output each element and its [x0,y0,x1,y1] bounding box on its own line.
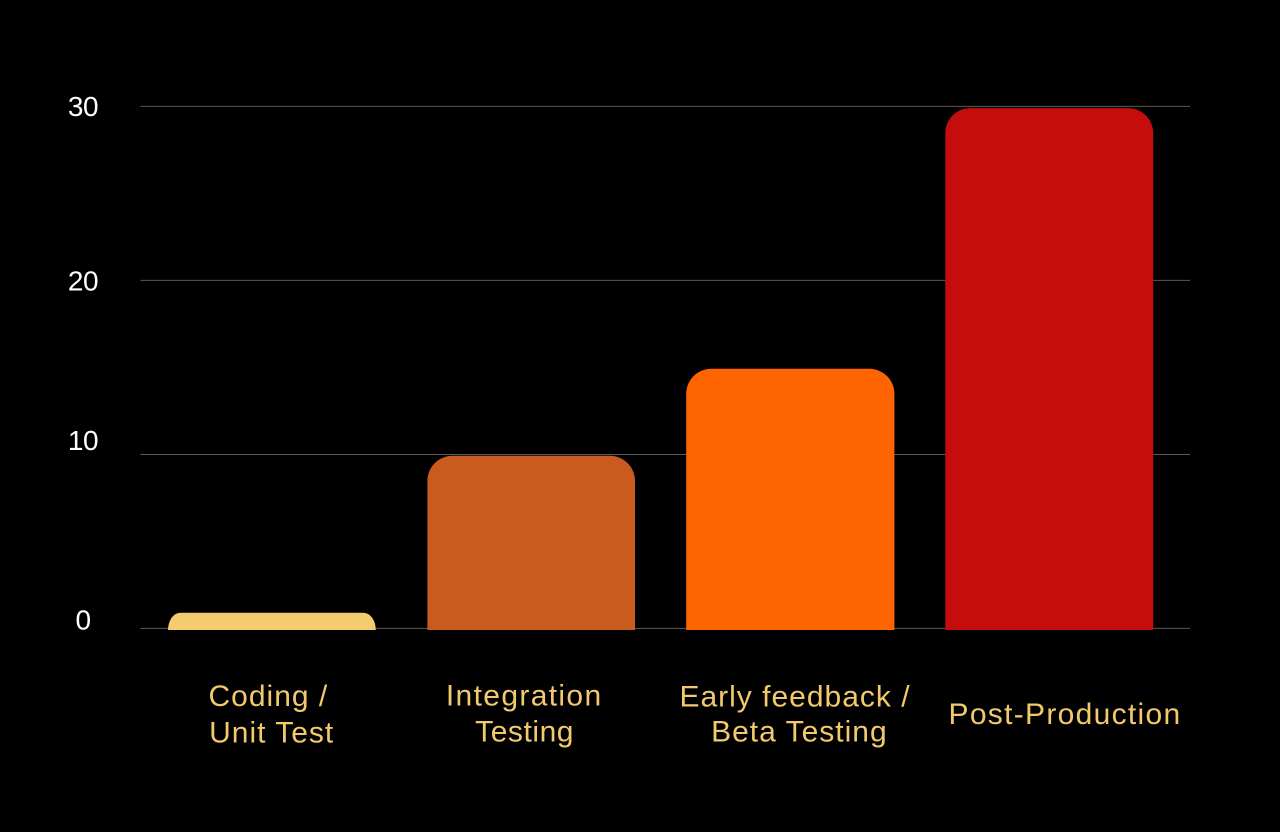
svg-text:Post-Production: Post-Production [949,698,1182,731]
svg-text:10: 10 [68,425,98,456]
svg-text:Testing: Testing [475,716,574,749]
svg-text:Coding /: Coding / [209,680,329,713]
svg-text:Integration: Integration [446,680,603,713]
svg-text:Unit Test: Unit Test [209,716,334,749]
svg-text:20: 20 [68,265,98,296]
svg-text:30: 30 [68,91,98,122]
svg-text:Early feedback /: Early feedback / [679,681,910,714]
svg-text:0: 0 [75,605,90,636]
svg-text:Beta Testing: Beta Testing [711,715,888,748]
